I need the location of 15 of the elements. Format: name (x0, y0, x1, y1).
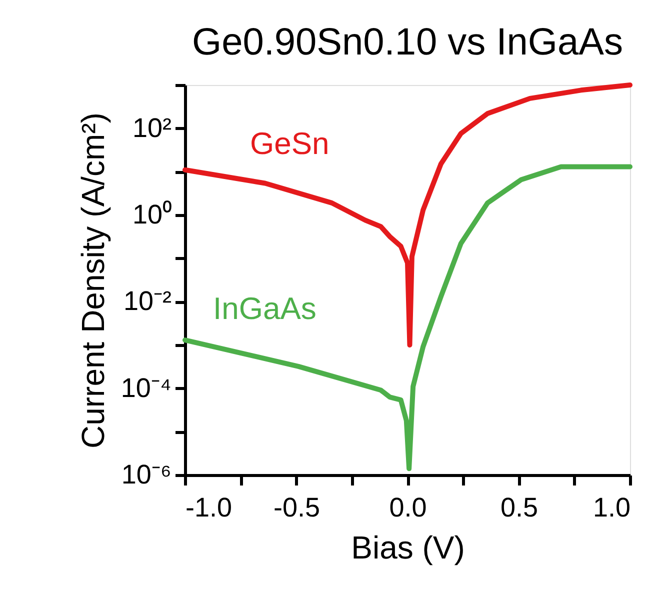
x-tick-label: 0.5 (500, 492, 538, 522)
series-label: InGaAs (213, 291, 316, 326)
chart-title: Ge0.90Sn0.10 vs InGaAs (192, 22, 623, 64)
y-axis-title: Current Density (A/cm²) (74, 112, 111, 449)
x-tick-label: -1.0 (186, 492, 232, 522)
x-tick-label: 0.0 (389, 492, 427, 522)
y-tick-label: 10⁻⁴ (120, 372, 172, 403)
series-label: GeSn (250, 126, 330, 161)
x-tick-label: -0.5 (273, 492, 320, 522)
y-tick-label: 10⁻² (123, 286, 172, 316)
y-tick-label: 10² (132, 112, 172, 143)
x-tick-label: 1.0 (592, 492, 630, 522)
x-axis-title: Bias (V) (351, 530, 465, 566)
y-tick-label: 10⁰ (132, 200, 172, 230)
y-tick-label: 10⁻⁶ (121, 460, 172, 490)
